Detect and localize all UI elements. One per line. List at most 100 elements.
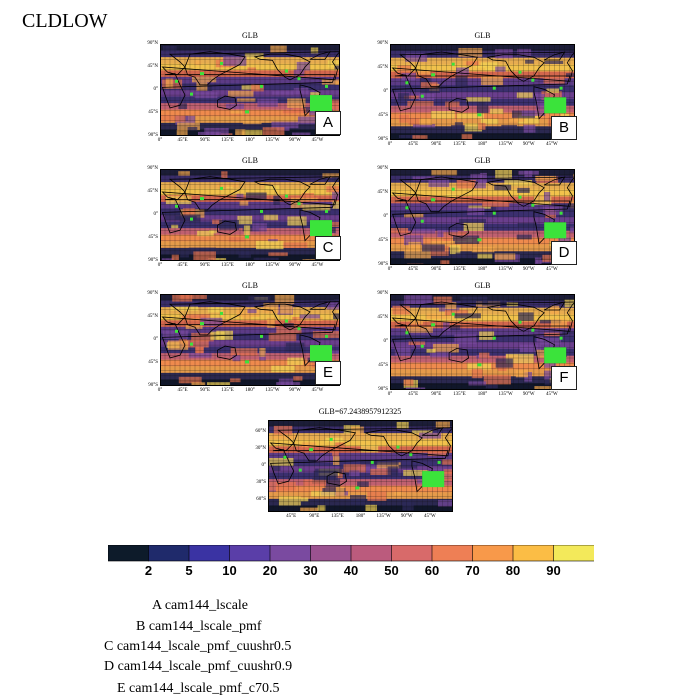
coastline <box>309 176 331 185</box>
cloud-patch <box>394 491 403 496</box>
cloud-patch <box>293 376 303 381</box>
cloud-patch <box>392 305 410 315</box>
cloud-patch <box>219 220 239 230</box>
cloud-patch <box>268 252 288 257</box>
cloud-patch <box>208 307 223 313</box>
lat-tick-label: 90°N <box>377 166 388 171</box>
cloud-patch <box>495 66 506 72</box>
lon-tick-label: 90°E <box>431 392 442 397</box>
colorbar-label: 90 <box>546 563 561 578</box>
cloud-patch <box>478 122 486 130</box>
cloud-patch <box>524 372 532 382</box>
lat-tick-label: 90°N <box>377 291 388 296</box>
cloud-patch <box>312 331 341 338</box>
map-canvas <box>268 420 478 517</box>
cloud-patch <box>544 192 551 201</box>
coastline <box>161 198 336 234</box>
cloud-patch <box>404 213 424 218</box>
cloud-patch <box>224 72 253 76</box>
cloud-patch <box>517 115 540 124</box>
missing-data-marker <box>297 327 301 331</box>
coastline <box>415 301 479 338</box>
cloud-patch <box>467 207 485 216</box>
lat-tick-label: 0° <box>383 89 389 94</box>
cloud-patch <box>367 491 387 501</box>
lon-tick-label: 180° <box>245 388 255 393</box>
cloud-patch <box>519 344 541 353</box>
coastline <box>391 176 576 207</box>
lon-tick-label: 45°E <box>177 138 188 143</box>
missing-data-marker <box>544 222 567 239</box>
cloud-patch <box>191 332 214 342</box>
cloud-patch <box>313 470 338 481</box>
cloud-patch <box>244 53 264 60</box>
cloud-patch <box>431 111 455 119</box>
cloud-patch <box>334 299 342 303</box>
missing-data-marker <box>285 194 288 198</box>
cloud-patch <box>463 222 484 231</box>
cloud-patch <box>411 228 436 234</box>
cloud-patch <box>360 463 387 473</box>
lon-tick-label: 90°W <box>522 392 535 397</box>
cloud-patch <box>444 310 469 316</box>
cloud-patch <box>403 379 414 386</box>
coastline <box>448 97 470 113</box>
lon-tick-label: 135°W <box>498 392 513 397</box>
coastline <box>161 176 341 206</box>
panel-letter-e: E <box>315 361 341 385</box>
coastline <box>184 51 246 86</box>
colorbar-label: 80 <box>505 563 521 578</box>
lat-tick-label: 90°N <box>147 41 158 46</box>
cloud-patch <box>466 61 479 66</box>
missing-data-marker <box>405 206 409 210</box>
cloud-patch <box>327 60 349 68</box>
cloud-patch <box>276 382 301 386</box>
cloud-patch <box>365 504 377 514</box>
lon-tick-label: 45°W <box>311 263 324 268</box>
cloud-patch <box>287 216 307 226</box>
cloud-patch <box>432 343 459 353</box>
colorbar <box>108 545 594 562</box>
cloud-patch <box>296 61 310 71</box>
lat-tick-label: 0° <box>383 214 389 219</box>
cloud-patch <box>456 179 476 189</box>
missing-data-marker <box>451 187 455 191</box>
map-frame <box>160 44 340 136</box>
cloud-patch <box>268 332 297 342</box>
lat-tick-label: 30°N <box>255 445 266 451</box>
lat-tick-label: 45°N <box>147 189 158 194</box>
missing-data-marker <box>544 347 567 364</box>
cloud-patch <box>165 78 173 89</box>
cloud-patch <box>407 101 434 107</box>
cloud-patch <box>451 125 466 131</box>
cloud-patch <box>257 98 278 107</box>
colorbar-swatch <box>431 545 474 562</box>
panel-title-b: GLB <box>474 31 491 40</box>
missing-data-marker <box>297 202 301 206</box>
lat-tick-label: 90°S <box>148 133 158 138</box>
cloud-patch <box>287 357 304 366</box>
cloud-patch <box>293 69 305 77</box>
cloud-patch <box>311 490 336 497</box>
cloud-patch <box>517 48 532 56</box>
lon-tick-label: 90°E <box>431 267 442 272</box>
cloud-patch <box>315 468 342 473</box>
cloud-patch <box>565 73 583 77</box>
cloud-patch <box>471 246 495 253</box>
map-frame <box>390 294 575 390</box>
map-panel-a <box>160 44 366 141</box>
cloud-patch <box>242 120 262 125</box>
lon-tick-label: 180° <box>477 142 488 147</box>
cloud-patch <box>310 47 319 54</box>
cloud-patch <box>230 110 242 114</box>
cloud-patch <box>443 469 465 474</box>
colorbar-swatch <box>553 545 594 562</box>
map-canvas <box>390 44 583 141</box>
cloud-patch <box>456 67 469 76</box>
coastline <box>486 54 545 82</box>
lon-tick-label: 0° <box>157 388 163 393</box>
lon-tick-label: 45°W <box>546 392 558 397</box>
cloud-patch <box>183 208 196 216</box>
panel-letter-f: F <box>551 366 577 390</box>
cloud-patch <box>264 185 280 191</box>
